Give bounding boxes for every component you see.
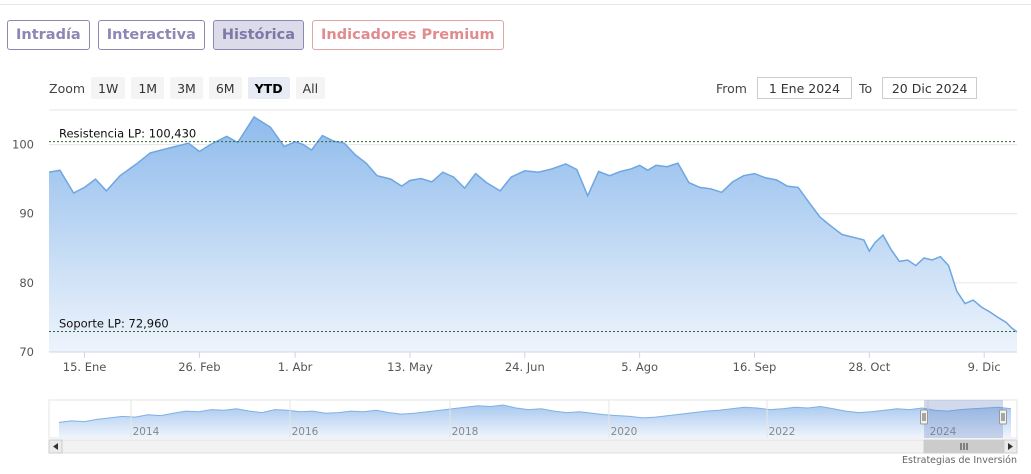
navigator-handle bbox=[920, 409, 928, 425]
navigator-handle bbox=[999, 409, 1007, 425]
price-series bbox=[48, 115, 1018, 353]
range-to: To bbox=[859, 77, 978, 99]
scroll-left-arrow-icon bbox=[53, 443, 58, 450]
support-label: Soporte LP: 72,960 bbox=[59, 317, 169, 331]
navigator-year-label: 2020 bbox=[611, 426, 638, 438]
x-axis: 15. Ene 26. Feb 1. Abr 13. May 24. Jun 5. Ago… bbox=[49, 351, 1017, 374]
navigator-year-label: 2014 bbox=[133, 426, 160, 438]
to-date-input[interactable] bbox=[882, 77, 978, 99]
navigator-selection bbox=[924, 400, 1003, 438]
resistance-label: Resistencia LP: 100,430 bbox=[59, 127, 196, 141]
scroll-right-arrow-icon bbox=[1008, 443, 1013, 450]
zoom-1w-button[interactable]: 1W bbox=[91, 77, 126, 99]
range-from: From bbox=[716, 77, 852, 99]
price-line bbox=[48, 115, 1018, 333]
y-tick-label: 80 bbox=[19, 276, 34, 290]
tab-indicadores-premium[interactable]: Indicadores Premium bbox=[312, 20, 504, 50]
zoom-all-button[interactable]: All bbox=[295, 77, 326, 99]
navigator-year-label: 2018 bbox=[452, 426, 479, 438]
tab-bar: Intradía Interactiva Histórica Indicador… bbox=[7, 20, 504, 50]
from-date-input[interactable] bbox=[756, 77, 852, 99]
zoom-3m-button[interactable]: 3M bbox=[170, 77, 203, 99]
scrollbar-track bbox=[48, 439, 1018, 454]
tab-intradia[interactable]: Intradía bbox=[7, 20, 90, 50]
tab-interactiva[interactable]: Interactiva bbox=[97, 20, 205, 50]
y-tick-label: 70 bbox=[19, 345, 34, 359]
zoom-6m-button[interactable]: 6M bbox=[208, 77, 242, 99]
tab-historica[interactable]: Histórica bbox=[212, 20, 305, 50]
x-tick-label: 16. Sep bbox=[733, 360, 777, 374]
x-tick-label: 28. Oct bbox=[848, 360, 890, 374]
brand-credit: Estrategias de Inversión bbox=[902, 455, 1017, 466]
to-label: To bbox=[859, 80, 873, 96]
x-tick-label: 24. Jun bbox=[505, 360, 545, 374]
navigator-line bbox=[58, 404, 1012, 423]
zoom-label: Zoom bbox=[49, 80, 86, 96]
from-label: From bbox=[716, 80, 747, 96]
navigator-year-label: 2022 bbox=[769, 426, 796, 438]
y-tick-label: 90 bbox=[19, 207, 34, 221]
x-tick-label: 1. Abr bbox=[278, 360, 313, 374]
x-tick-label: 26. Feb bbox=[178, 360, 220, 374]
support-resistance-lines: Resistencia LP: 100,430 Soporte LP: 72,96… bbox=[49, 127, 1017, 333]
zoom-bar: Zoom 1W 1M 3M 6M YTD All bbox=[49, 77, 331, 99]
navigator-year-label: 2024 bbox=[930, 426, 957, 438]
navigator[interactable]: 2014 2016 2018 2020 2022 2024 bbox=[48, 399, 1018, 454]
zoom-ytd-button[interactable]: YTD bbox=[247, 77, 290, 99]
x-tick-label: 5. Ago bbox=[621, 360, 658, 374]
y-axis: 70 80 90 100 bbox=[12, 138, 34, 359]
navigator-year-label: 2016 bbox=[292, 426, 319, 438]
x-tick-label: 15. Ene bbox=[63, 360, 107, 374]
navigator-area bbox=[59, 405, 1011, 438]
x-tick-label: 9. Dic bbox=[968, 360, 1001, 374]
y-tick-label: 100 bbox=[12, 138, 34, 152]
price-area-fill bbox=[49, 116, 1017, 353]
zoom-1m-button[interactable]: 1M bbox=[131, 77, 165, 99]
top-rule bbox=[0, 4, 1031, 5]
x-tick-label: 13. May bbox=[387, 360, 433, 374]
